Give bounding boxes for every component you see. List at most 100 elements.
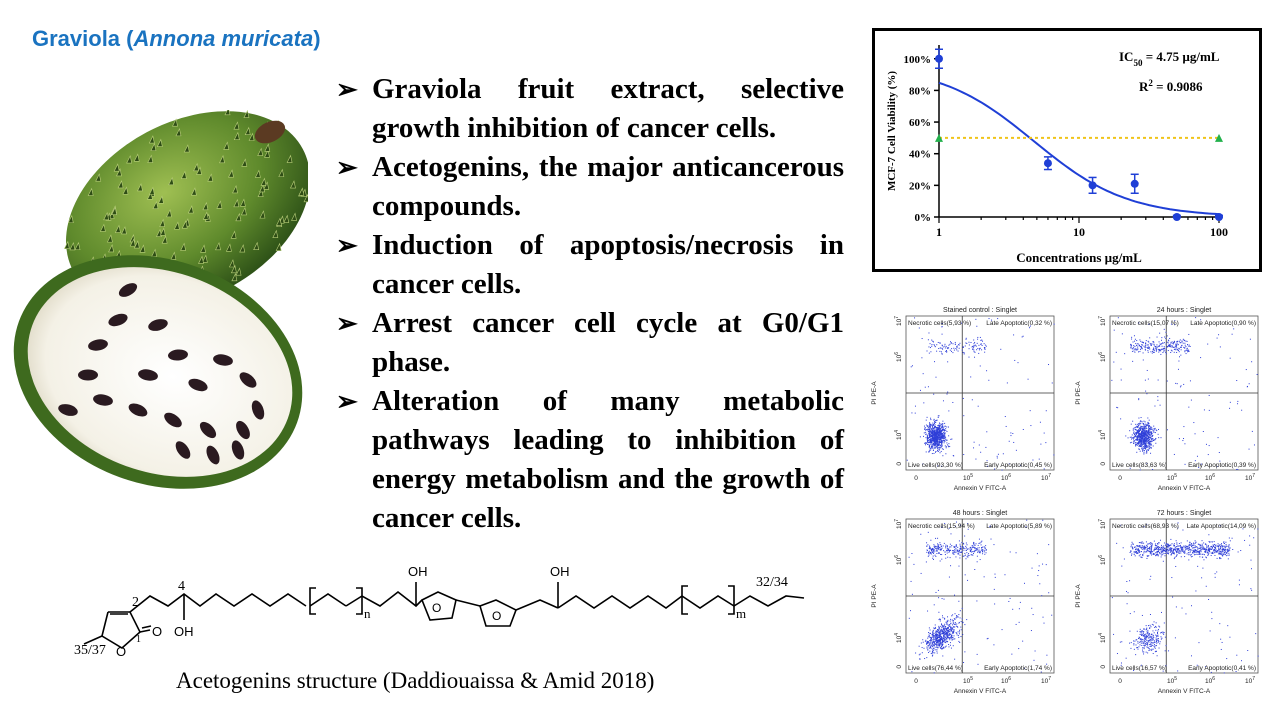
flow-cytometry-panel: 24 hours : Singlet Necrotic cells(15,07 %…: [1066, 302, 1266, 492]
title-close: ): [313, 26, 321, 51]
necrotic-label: Necrotic cells(5,93 %): [908, 320, 971, 327]
x-tick-label: 0: [914, 475, 918, 482]
svg-text:1: 1: [136, 634, 141, 645]
x-tick-label: 100: [1210, 225, 1228, 239]
svg-text:2: 2: [132, 595, 139, 610]
list-item: ➢ Arrest cancer cell cycle at G0/G1 phase…: [336, 304, 844, 382]
data-point: [1172, 213, 1181, 221]
data-point: [1088, 181, 1097, 190]
svg-text:O: O: [432, 601, 441, 615]
early-apoptotic-label: Early Apoptotic(0,39 %): [1188, 462, 1256, 469]
panel-title: 72 hours : Singlet: [1157, 510, 1212, 517]
early-apoptotic-label: Early Apoptotic(1,74 %): [984, 665, 1052, 672]
x-tick-label: 0: [1118, 678, 1122, 685]
y-tick-label: 0: [896, 665, 903, 669]
r2-annotation: R2 = 0.9086: [1139, 78, 1203, 94]
y-tick-label: 0: [1100, 462, 1107, 466]
svg-text:O: O: [152, 624, 162, 639]
reference-marker: [1215, 133, 1223, 142]
structure-caption: Acetogenins structure (Daddiouaissa & Am…: [176, 668, 655, 693]
y-tick-label: 0%: [915, 212, 932, 224]
data-point: [1043, 159, 1052, 168]
flow-cytometry-panel: Stained control : Singlet Necrotic cells(…: [862, 302, 1062, 492]
live-label: Live cells(93,30 %): [908, 462, 963, 469]
y-tick-label: 104: [894, 633, 903, 643]
ic50-annotation: IC50 = 4.75 µg/mL: [1119, 49, 1220, 68]
y-tick-label: 106: [1098, 555, 1107, 565]
bullet-list: ➢ Graviola fruit extract, selective growt…: [336, 70, 844, 538]
panel-title: 48 hours : Singlet: [953, 510, 1008, 517]
soursop-fruit-image: [13, 110, 308, 489]
svg-text:35/37: 35/37: [74, 643, 106, 658]
svg-text:32/34: 32/34: [756, 575, 788, 590]
x-tick-label: 105: [1167, 473, 1177, 482]
y-tick-label: 104: [894, 430, 903, 440]
x-tick-label: 106: [1001, 676, 1011, 685]
y-tick-label: 106: [894, 352, 903, 362]
y-axis-label: MCF-7 Cell Viability (%): [886, 71, 898, 191]
y-tick-label: 107: [894, 519, 903, 529]
y-tick-label: 100%: [904, 54, 932, 66]
viability-chart: 0% 20% 40% 60% 80% 100% 1 10 100 MCF-7 Cell Via…: [886, 45, 1228, 265]
y-tick-label: 20%: [909, 180, 931, 192]
x-tick-label: 105: [963, 473, 973, 482]
svg-text:O: O: [492, 609, 501, 623]
list-item: ➢ Induction of apoptosis/necrosis in canc…: [336, 226, 844, 304]
y-tick-label: 60%: [909, 117, 931, 129]
x-tick-label: 105: [1167, 676, 1177, 685]
svg-text:4: 4: [178, 579, 185, 594]
arrow-bullet-icon: ➢: [336, 231, 358, 260]
y-tick-label: 0: [896, 462, 903, 466]
y-axis-label: PI PE-A: [871, 381, 878, 405]
late-apoptotic-label: Late Apoptotic(14,09 %): [1187, 523, 1256, 530]
early-apoptotic-label: Early Apoptotic(0,41 %): [1188, 665, 1256, 672]
y-tick-label: 106: [894, 555, 903, 565]
late-apoptotic-label: Late Apoptotic(0,32 %): [986, 320, 1052, 327]
y-tick-label: 0: [1100, 665, 1107, 669]
live-label: Live cells(76,44 %): [908, 665, 963, 672]
x-tick-label: 107: [1245, 676, 1255, 685]
arrow-bullet-icon: ➢: [336, 153, 358, 182]
svg-text:OH: OH: [550, 564, 570, 579]
data-point: [1130, 179, 1139, 188]
x-tick-label: 107: [1041, 473, 1051, 482]
x-tick-label: 0: [1118, 475, 1122, 482]
reference-marker: [935, 133, 943, 142]
arrow-bullet-icon: ➢: [336, 75, 358, 104]
x-tick-label: 106: [1205, 473, 1215, 482]
arrow-bullet-icon: ➢: [336, 309, 358, 338]
data-point: [935, 54, 943, 63]
y-tick-label: 107: [894, 316, 903, 326]
late-apoptotic-label: Late Apoptotic(0,90 %): [1190, 320, 1256, 327]
flow-cytometry-panel: 72 hours : Singlet Necrotic cells(68,93 %…: [1066, 505, 1266, 695]
data-point: [1215, 213, 1223, 221]
necrotic-label: Necrotic cells(15,94 %): [908, 523, 975, 530]
x-tick-label: 10: [1073, 225, 1085, 239]
list-item: ➢ Alteration of many metabolic pathways l…: [336, 382, 844, 538]
y-tick-label: 107: [1098, 316, 1107, 326]
list-item: ➢ Acetogenins, the major anticancerous co…: [336, 148, 844, 226]
y-tick-label: 40%: [909, 149, 931, 161]
svg-text:m: m: [736, 606, 746, 621]
early-apoptotic-label: Early Apoptotic(0,45 %): [984, 462, 1052, 469]
fit-curve: [938, 81, 1220, 216]
x-tick-label: 0: [914, 678, 918, 685]
x-axis-label: Annexin V FITC-A: [1158, 485, 1211, 492]
viability-chart-panel: 0% 20% 40% 60% 80% 100% 1 10 100 MCF-7 Cell Via…: [872, 28, 1262, 272]
list-item: ➢ Graviola fruit extract, selective growt…: [336, 70, 844, 148]
x-tick-label: 106: [1001, 473, 1011, 482]
necrotic-label: Necrotic cells(15,07 %): [1112, 320, 1179, 327]
y-tick-label: 104: [1098, 633, 1107, 643]
x-tick-label: 1: [936, 225, 942, 239]
x-tick-label: 107: [1245, 473, 1255, 482]
x-tick-label: 105: [963, 676, 973, 685]
x-tick-label: 106: [1205, 676, 1215, 685]
x-axis-label: Annexin V FITC-A: [954, 688, 1007, 695]
late-apoptotic-label: Late Apoptotic(5,89 %): [986, 523, 1052, 530]
live-label: Live cells(16,57 %): [1112, 665, 1167, 672]
svg-text:O: O: [116, 644, 126, 659]
title-scientific-name: Annona muricata: [133, 26, 314, 51]
y-tick-label: 107: [1098, 519, 1107, 529]
y-axis-label: PI PE-A: [1075, 584, 1082, 608]
y-axis-label: PI PE-A: [1075, 381, 1082, 405]
